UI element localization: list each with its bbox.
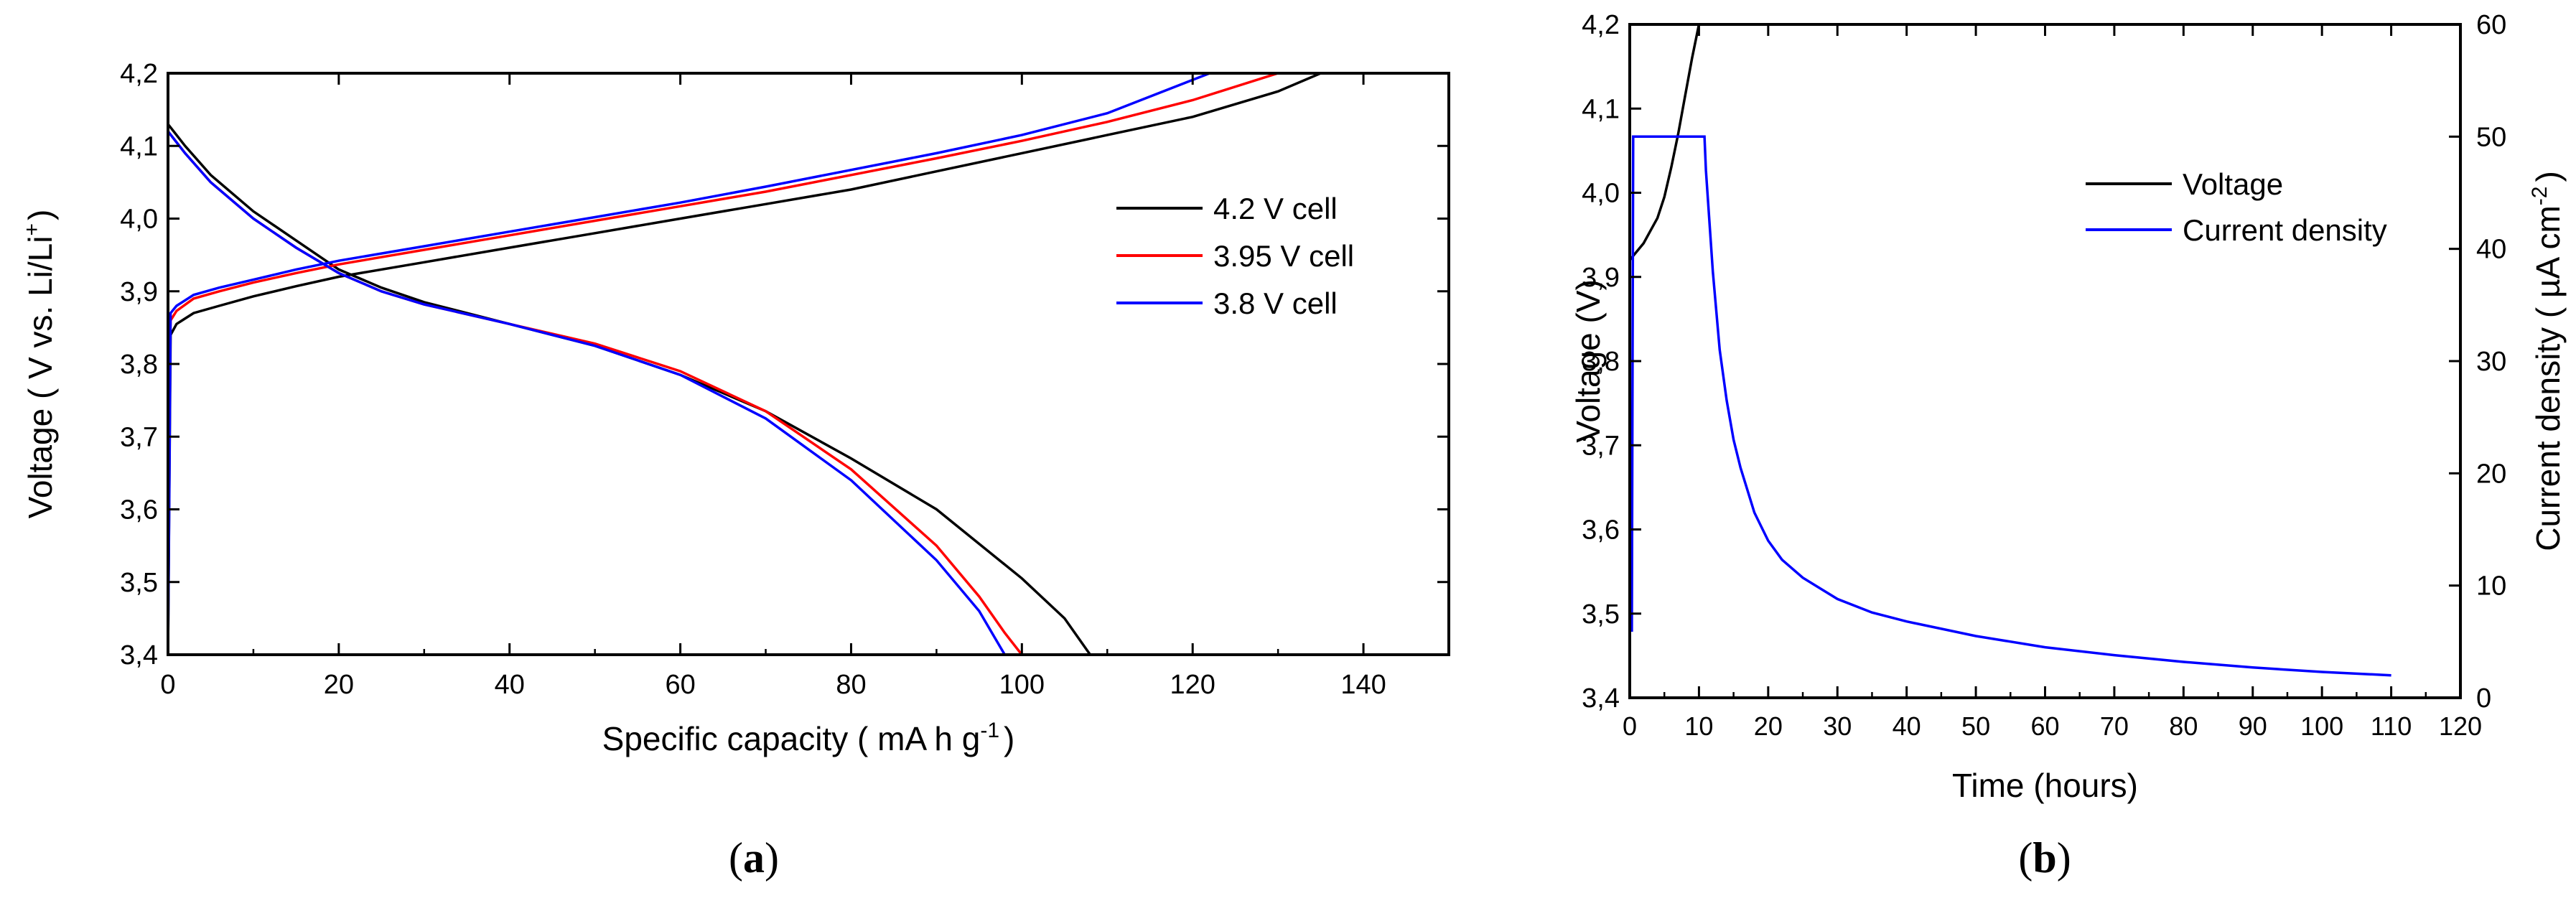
series-3-8-v-cell-charge bbox=[167, 72, 1210, 655]
y-tick-label: 3,5 bbox=[120, 568, 158, 598]
x-tick-label: 0 bbox=[160, 670, 175, 700]
y-tick-label: 3,4 bbox=[120, 640, 158, 671]
y-tick-label: 3,8 bbox=[120, 350, 158, 380]
y-left-tick-label: 3,4 bbox=[1582, 683, 1620, 714]
y-tick-label: 3,9 bbox=[120, 277, 158, 307]
panel-b-plot-frame bbox=[1628, 23, 2462, 699]
y-right-tick-label: 30 bbox=[2476, 347, 2506, 377]
x-tick-label: 0 bbox=[1623, 711, 1637, 741]
x-tick-label: 140 bbox=[1340, 670, 1386, 700]
x-tick-label: 120 bbox=[2439, 711, 2482, 741]
y-right-tick-label: 10 bbox=[2476, 571, 2506, 602]
x-tick-label: 70 bbox=[2100, 711, 2129, 741]
y-tick-label: 4,0 bbox=[120, 205, 158, 235]
y-left-tick-label: 3,5 bbox=[1582, 599, 1620, 630]
panel-a-caption: (a) bbox=[729, 834, 779, 882]
y-tick-label: 4,2 bbox=[120, 59, 158, 89]
panel-a-ticks: 0 20 40 60 80 100 120 140 3,4 3,5 3,6 3,7 3,8 3,9 4,0 4… bbox=[120, 59, 1449, 700]
x-tick-label: 100 bbox=[2300, 711, 2343, 741]
y-right-tick-label: 20 bbox=[2476, 459, 2506, 489]
series-current-density bbox=[1630, 135, 2391, 677]
x-tick-label: 100 bbox=[999, 670, 1045, 700]
legend-label: Current density bbox=[2183, 213, 2387, 247]
x-tick-label: 20 bbox=[324, 670, 354, 700]
x-tick-label: 90 bbox=[2239, 711, 2267, 741]
x-tick-label: 120 bbox=[1170, 670, 1215, 700]
x-tick-label: 40 bbox=[1893, 711, 1921, 741]
series-3-95-v-cell-discharge bbox=[167, 130, 1023, 656]
panel-b-ticks: 0 10 20 30 40 50 60 70 80 90 100 110 1203,43,53,63,7… bbox=[1582, 10, 2506, 741]
y-left-tick-label: 3,9 bbox=[1582, 263, 1620, 293]
x-tick-label: 30 bbox=[1823, 711, 1852, 741]
y-left-tick-label: 3,7 bbox=[1582, 431, 1620, 461]
y-right-tick-label: 40 bbox=[2476, 235, 2506, 265]
panel-a-x-axis-label: Specific capacity ( mA h g-1) bbox=[602, 719, 1015, 757]
panel-b-right-y-axis-label: Current density ( µA cm-2) bbox=[2528, 171, 2567, 551]
y-right-tick-label: 0 bbox=[2476, 683, 2491, 714]
x-tick-label: 40 bbox=[495, 670, 525, 700]
legend-label: Voltage bbox=[2183, 167, 2283, 201]
x-tick-label: 60 bbox=[2030, 711, 2059, 741]
x-tick-label: 60 bbox=[665, 670, 695, 700]
series-4-2-v-cell-charge bbox=[167, 72, 1322, 655]
panel-a-plot-frame bbox=[167, 72, 1450, 656]
legend-label: 4.2 V cell bbox=[1213, 192, 1338, 225]
y-left-tick-label: 4,1 bbox=[1582, 94, 1620, 124]
panel-b-caption: (b) bbox=[2018, 834, 2071, 882]
panel-b: 0 10 20 30 40 50 60 70 80 90 100 110 1203,43,53,63,7… bbox=[1569, 10, 2567, 882]
panel-a-series bbox=[167, 72, 1322, 656]
x-tick-label: 10 bbox=[1684, 711, 1713, 741]
y-right-tick-label: 60 bbox=[2476, 10, 2506, 40]
panel-b-left-y-axis-label: Voltage (V) bbox=[1569, 279, 1607, 443]
legend-label: 3.8 V cell bbox=[1213, 286, 1338, 320]
x-tick-label: 80 bbox=[836, 670, 866, 700]
y-tick-label: 4,1 bbox=[120, 131, 158, 162]
y-tick-label: 3,7 bbox=[120, 422, 158, 452]
y-left-tick-label: 3,6 bbox=[1582, 515, 1620, 546]
x-tick-label: 50 bbox=[1961, 711, 1990, 741]
panel-b-x-axis-label: Time (hours) bbox=[1952, 767, 2138, 804]
y-left-tick-label: 3,8 bbox=[1582, 347, 1620, 377]
y-right-tick-label: 50 bbox=[2476, 122, 2506, 152]
x-tick-label: 80 bbox=[2169, 711, 2198, 741]
y-left-tick-label: 4,0 bbox=[1582, 179, 1620, 209]
panel-b-series bbox=[1628, 23, 2391, 677]
series-4-2-v-cell-discharge bbox=[167, 123, 1091, 656]
x-tick-label: 110 bbox=[2371, 711, 2412, 741]
x-tick-label: 20 bbox=[1754, 711, 1783, 741]
y-tick-label: 3,6 bbox=[120, 495, 158, 525]
y-left-tick-label: 4,2 bbox=[1582, 10, 1620, 40]
panel-a: 0 20 40 60 80 100 120 140 3,4 3,5 3,6 3,7 3,8 3,9 4,0 4… bbox=[20, 59, 1450, 882]
series-3-8-v-cell-discharge bbox=[167, 130, 1007, 655]
panel-a-legend: 4.2 V cell 3.95 V cell 3.8 V cell bbox=[1116, 192, 1354, 320]
series-3-95-v-cell-charge bbox=[167, 72, 1279, 423]
legend-label: 3.95 V cell bbox=[1213, 239, 1354, 273]
panel-b-legend: Voltage Current density bbox=[2086, 167, 2387, 247]
panel-a-y-axis-label: Voltage ( V vs. Li/Li+) bbox=[20, 210, 59, 519]
